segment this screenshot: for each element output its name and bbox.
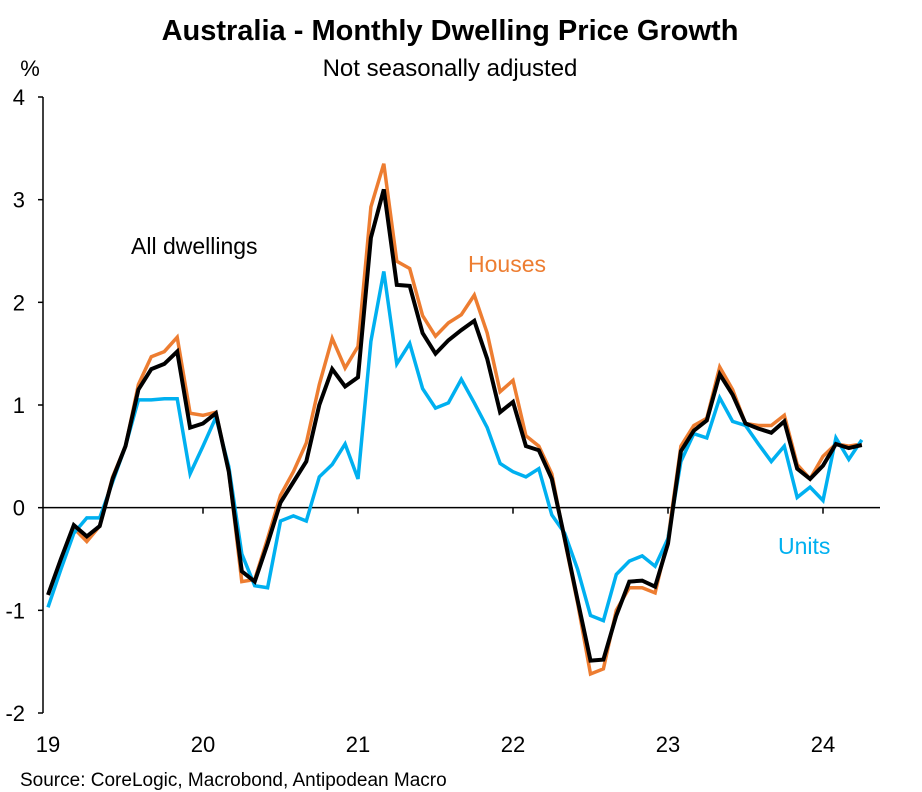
series-line-houses <box>46 163 863 677</box>
y-axis-label: % <box>20 56 40 81</box>
y-tick-label: 4 <box>13 85 25 110</box>
series-line-units <box>46 271 864 623</box>
x-tick-label: 22 <box>501 732 525 757</box>
series-label-houses: Houses <box>468 251 546 277</box>
x-tick-label: 24 <box>811 732 835 757</box>
chart-title: Australia - Monthly Dwelling Price Growt… <box>162 15 739 47</box>
series-line-all-dwellings <box>46 188 863 663</box>
y-tick-label: 1 <box>13 393 25 418</box>
x-tick-label: 23 <box>656 732 680 757</box>
y-tick-label: -2 <box>5 701 25 726</box>
x-tick-label: 20 <box>191 732 215 757</box>
y-tick-label: -1 <box>5 598 25 623</box>
series-label-units: Units <box>778 533 830 559</box>
y-tick-label: 2 <box>13 290 25 315</box>
y-tick-label: 0 <box>13 496 25 521</box>
chart-subtitle: Not seasonally adjusted <box>323 55 578 82</box>
y-tick-label: 3 <box>13 188 25 213</box>
series-label-all-dwellings: All dwellings <box>131 233 258 259</box>
x-tick-label: 19 <box>36 732 60 757</box>
source-note: Source: CoreLogic, Macrobond, Antipodean… <box>20 770 447 791</box>
x-tick-label: 21 <box>346 732 370 757</box>
